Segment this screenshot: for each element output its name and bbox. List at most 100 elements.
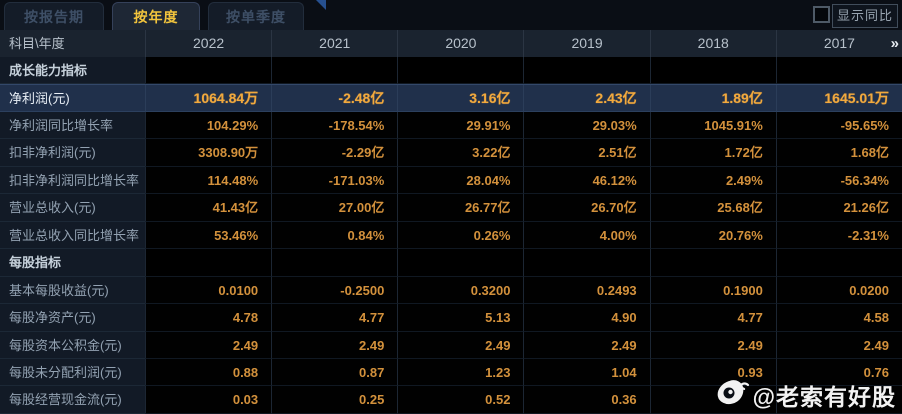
value-cell — [397, 57, 524, 85]
table-row[interactable]: 每股资本公积金(元) 2.49 2.49 2.49 2.49 2.49 2.49 — [0, 331, 902, 359]
value-cell: -0.2500 — [271, 276, 398, 305]
value-cell: 5.13 — [397, 304, 524, 332]
table-header-row: 科目\年度 2022 2021 2020 2019 2018 2017» — [0, 30, 902, 57]
value-cell: 1045.91% — [649, 111, 776, 140]
row-label: 成长能力指标 — [0, 57, 145, 85]
row-label: 基本每股收益(元) — [0, 276, 145, 305]
value-cell: 0.88 — [145, 358, 272, 387]
value-cell — [775, 386, 902, 414]
corner-header: 科目\年度 — [9, 36, 65, 51]
value-cell: 21.26亿 — [775, 194, 902, 222]
table-row[interactable]: 净利润(元) 1064.84万 -2.48亿 3.16亿 2.43亿 1.89亿 1645.… — [0, 84, 902, 112]
value-cell: 0.25 — [271, 386, 398, 414]
value-cell: 4.90 — [523, 304, 650, 332]
value-cell: 1064.84万 — [145, 85, 272, 112]
table-row[interactable]: 成长能力指标 — [0, 57, 902, 85]
value-cell: -2.48亿 — [271, 85, 398, 112]
more-years-icon[interactable]: » — [890, 35, 899, 52]
value-cell: 4.00% — [523, 221, 650, 250]
table-row[interactable]: 净利润同比增长率 104.29% -178.54% 29.91% 29.03% 1045.… — [0, 111, 902, 140]
value-cell — [271, 249, 398, 277]
value-cell: 20.76% — [649, 221, 776, 250]
tab-yearly[interactable]: 按年度 — [112, 2, 200, 30]
row-label: 净利润同比增长率 — [0, 111, 145, 140]
row-label: 营业总收入(元) — [0, 194, 145, 222]
value-cell: 1645.01万 — [775, 85, 902, 112]
value-cell: 1.89亿 — [649, 85, 776, 112]
column-header-2017: 2017» — [775, 30, 902, 57]
value-cell: -2.29亿 — [271, 139, 398, 167]
value-cell: 0.0100 — [145, 276, 272, 305]
column-header-2021: 2021 — [271, 30, 397, 57]
value-cell: 2.43亿 — [523, 85, 650, 112]
value-cell: 2.49 — [649, 331, 776, 359]
value-cell: 4.58 — [775, 304, 902, 332]
value-cell: -56.34% — [775, 166, 902, 195]
value-cell: 41.43亿 — [145, 194, 272, 222]
column-header-2018: 2018 — [649, 30, 776, 57]
financial-table: 科目\年度 2022 2021 2020 2019 2018 2017» 成长能力指标 净利润… — [0, 30, 902, 414]
table-row[interactable]: 每股未分配利润(元) 0.88 0.87 1.23 1.04 0.93 0.76 — [0, 358, 902, 387]
value-cell — [649, 386, 776, 414]
value-cell: 0.76 — [775, 358, 902, 387]
value-cell — [775, 249, 902, 277]
row-label: 每股净资产(元) — [0, 304, 145, 332]
value-cell: 0.03 — [145, 386, 272, 414]
table-row[interactable]: 营业总收入(元) 41.43亿 27.00亿 26.77亿 26.70亿 25.68亿 21… — [0, 194, 902, 222]
value-cell: 25.68亿 — [649, 194, 776, 222]
value-cell: 1.23 — [397, 358, 524, 387]
value-cell: 27.00亿 — [271, 194, 398, 222]
value-cell: 2.49 — [397, 331, 524, 359]
value-cell: 2.51亿 — [523, 139, 650, 167]
value-cell: -178.54% — [271, 111, 398, 140]
value-cell: 3308.90万 — [145, 139, 272, 167]
value-cell: -2.31% — [775, 221, 902, 250]
value-cell: 3.16亿 — [397, 85, 524, 112]
value-cell: 0.84% — [271, 221, 398, 250]
table-row[interactable]: 基本每股收益(元) 0.0100 -0.2500 0.3200 0.2493 0.1900… — [0, 276, 902, 305]
table-row[interactable]: 每股经营现金流(元) 0.03 0.25 0.52 0.36 — [0, 386, 902, 414]
watermark: @老索有好股 — [717, 378, 896, 412]
weibo-icon — [717, 378, 751, 412]
value-cell — [271, 57, 398, 85]
row-label: 营业总收入同比增长率 — [0, 221, 145, 250]
table-body: 成长能力指标 净利润(元) 1064.84万 -2.48亿 3.16亿 2.43亿 1.89… — [0, 57, 902, 414]
value-cell — [397, 249, 524, 277]
show-yoy-label[interactable]: 显示同比 — [832, 4, 898, 28]
table-row[interactable]: 扣非净利润同比增长率 114.48% -171.03% 28.04% 46.12% 2.4… — [0, 166, 902, 195]
table-row[interactable]: 营业总收入同比增长率 53.46% 0.84% 0.26% 4.00% 20.76% -2.… — [0, 221, 902, 250]
value-cell: 2.49 — [775, 331, 902, 359]
value-cell: 114.48% — [145, 166, 272, 195]
table-row[interactable]: 每股净资产(元) 4.78 4.77 5.13 4.90 4.77 4.58 — [0, 304, 902, 332]
column-header-2020: 2020 — [397, 30, 523, 57]
value-cell: 0.52 — [397, 386, 524, 414]
value-cell — [145, 249, 272, 277]
tab-report-period[interactable]: 按报告期 — [4, 2, 104, 30]
value-cell: 53.46% — [145, 221, 272, 250]
table-row[interactable]: 扣非净利润(元) 3308.90万 -2.29亿 3.22亿 2.51亿 1.72亿 1.6… — [0, 139, 902, 167]
value-cell: 3.22亿 — [397, 139, 524, 167]
value-cell: 0.93 — [649, 358, 776, 387]
value-cell — [775, 57, 902, 85]
value-cell: 29.03% — [523, 111, 650, 140]
column-header-2022: 2022 — [145, 30, 271, 57]
value-cell — [649, 249, 776, 277]
tab-single-quarter[interactable]: 按单季度 — [208, 2, 304, 30]
value-cell: 4.77 — [271, 304, 398, 332]
value-cell: 2.49 — [145, 331, 272, 359]
value-cell: 26.70亿 — [523, 194, 650, 222]
value-cell: 0.2493 — [523, 276, 650, 305]
value-cell — [523, 249, 650, 277]
value-cell: 28.04% — [397, 166, 524, 195]
value-cell: 0.1900 — [649, 276, 776, 305]
tab-bar: 按报告期 按年度 按单季度 显示同比 — [0, 0, 902, 30]
show-yoy-checkbox[interactable] — [813, 6, 830, 23]
value-cell: 0.26% — [397, 221, 524, 250]
value-cell: -95.65% — [775, 111, 902, 140]
value-cell: 0.87 — [271, 358, 398, 387]
value-cell: 26.77亿 — [397, 194, 524, 222]
row-label: 扣非净利润同比增长率 — [0, 166, 145, 195]
value-cell: 104.29% — [145, 111, 272, 140]
value-cell: 0.36 — [523, 386, 650, 414]
table-row[interactable]: 每股指标 — [0, 249, 902, 277]
